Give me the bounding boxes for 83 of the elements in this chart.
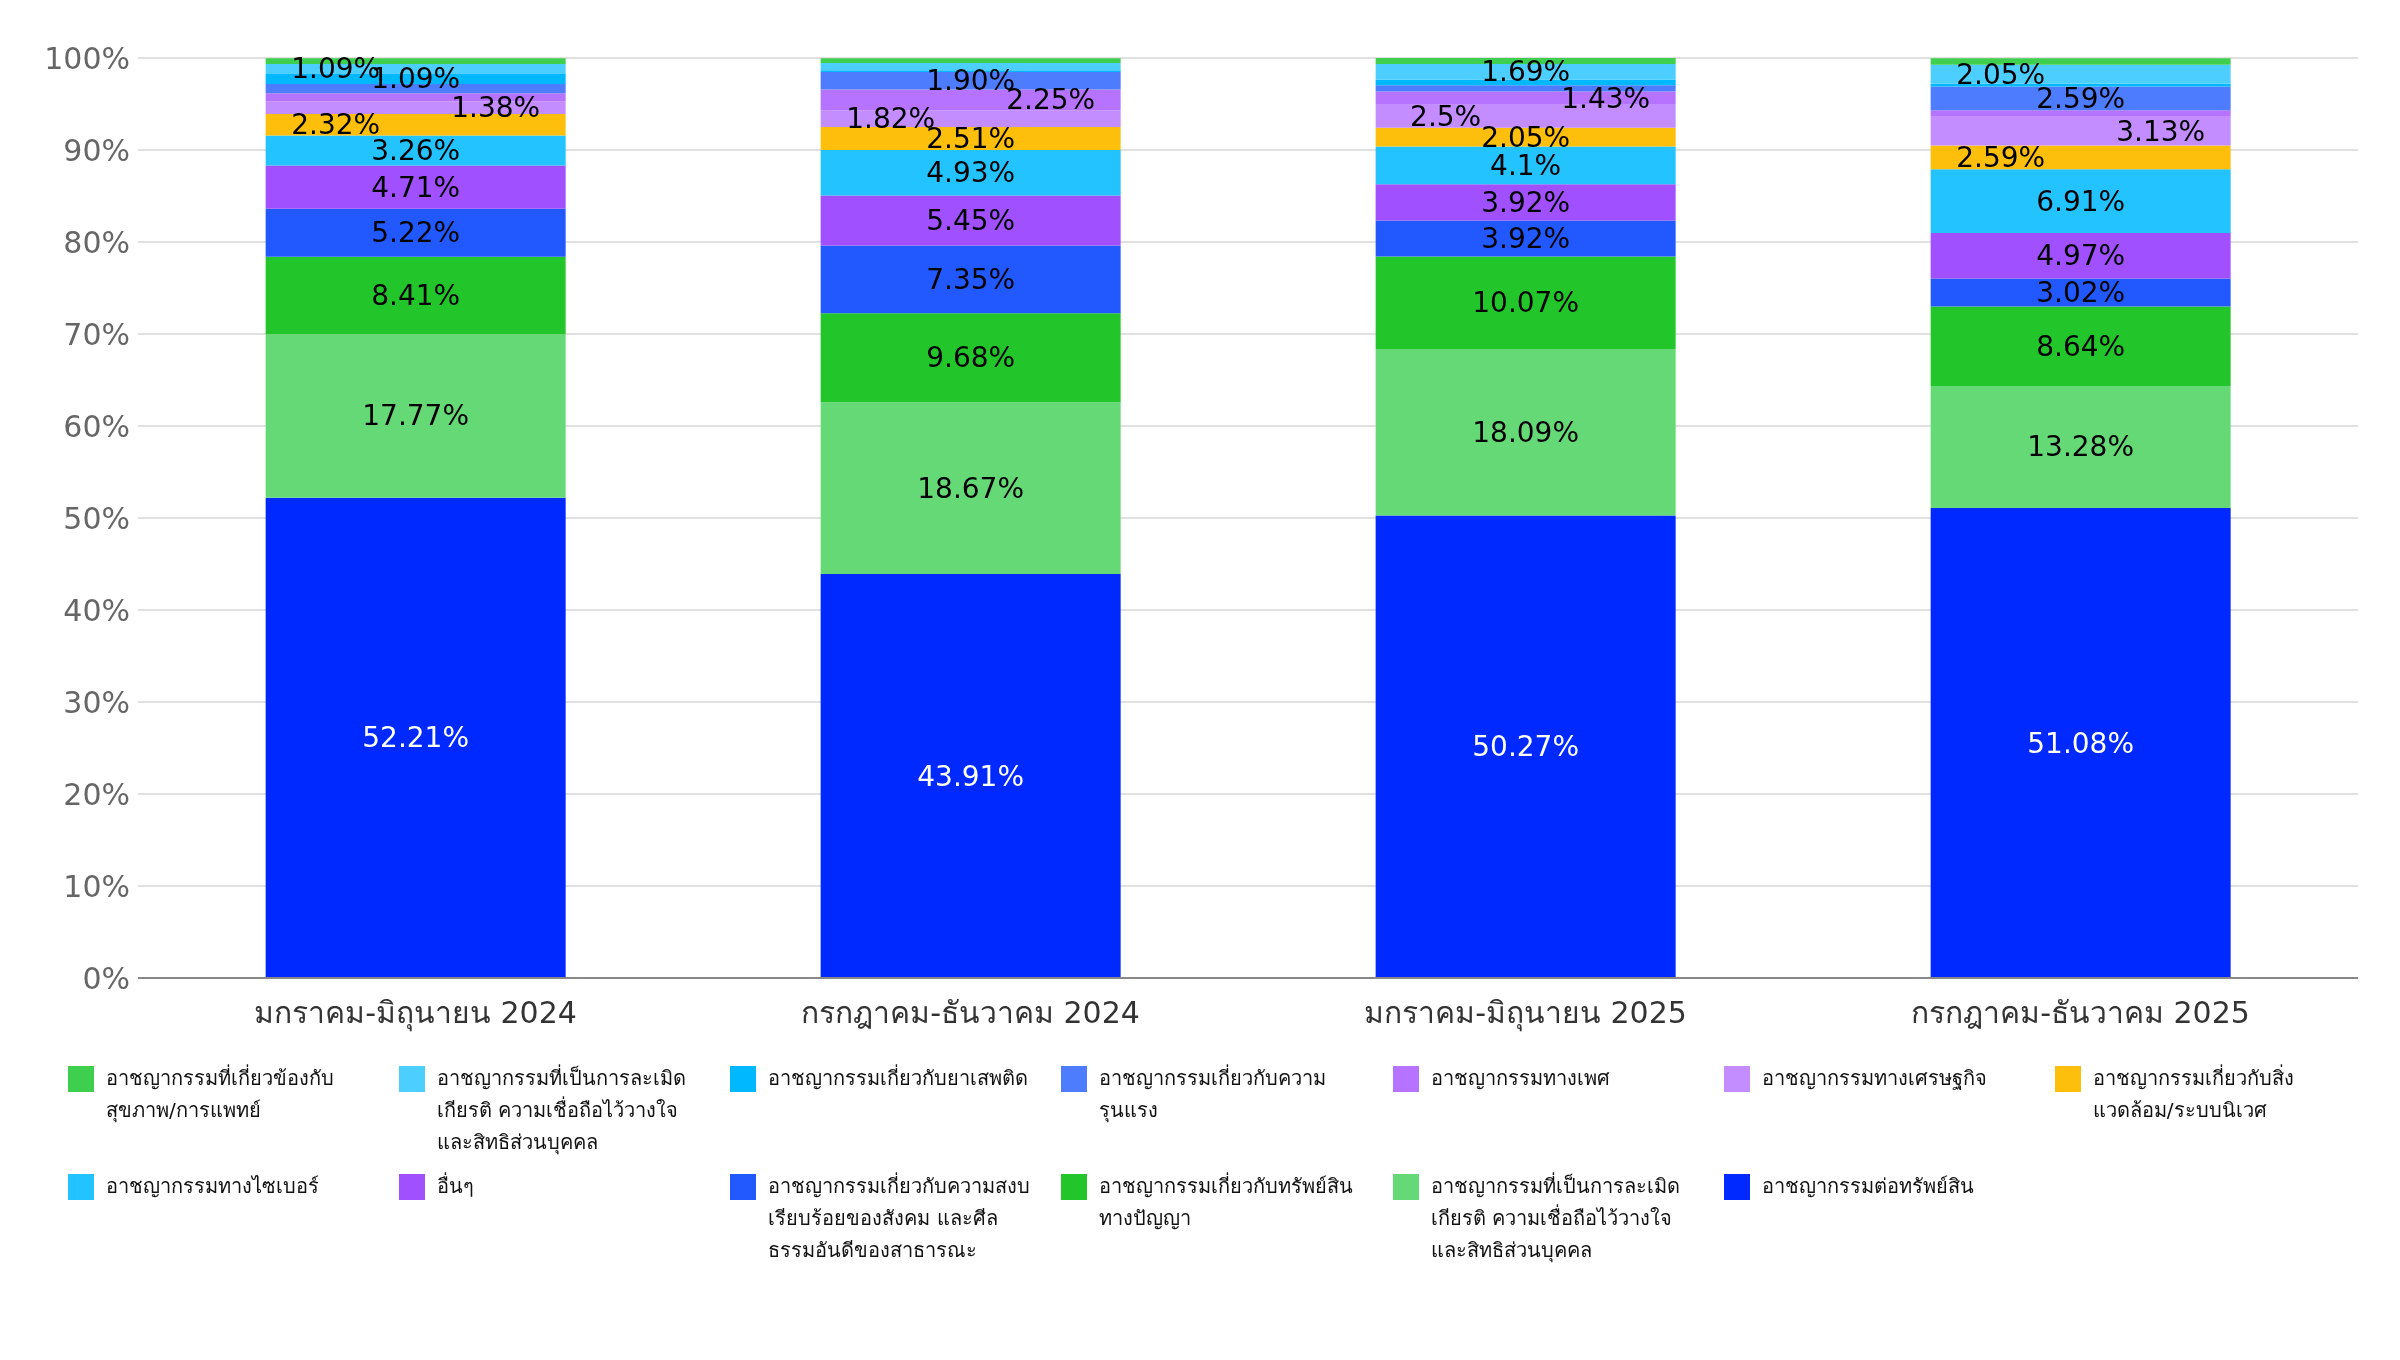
data-label: 51.08% [2027,726,2135,760]
y-tick-label: 30% [63,684,130,720]
data-label: 2.59% [1956,140,2046,174]
data-label: 8.64% [2036,329,2126,363]
data-label: 52.21% [362,721,470,755]
x-tick-label: มกราคม-มิถุนายน 2024 [254,995,577,1033]
legend-label: อาชญากรรมทางเศรษฐกิจ [1761,1065,1987,1092]
y-tick-label: 0% [82,960,130,996]
bar [1930,169,2231,233]
data-label: 18.67% [917,471,1025,505]
data-label: 6.91% [2036,184,2126,218]
data-label: 3.02% [2036,276,2126,310]
bar [1930,145,2231,170]
bar [1375,184,1676,221]
data-label: 4.71% [371,170,461,204]
y-tick-label: 70% [63,316,130,352]
bar [265,165,566,209]
data-label: 1.43% [1561,81,1651,115]
data-label: 43.91% [917,759,1025,793]
bar [1375,146,1676,185]
bar [820,574,1121,978]
bar [1930,110,2231,117]
data-label: 2.5% [1410,99,1482,133]
y-tick-label: 80% [63,224,130,260]
data-label: 13.28% [2027,430,2135,464]
y-tick-label: 40% [63,592,130,628]
legend-label: อาชญากรรมทางไซเบอร์ [106,1173,319,1200]
x-tick-label: มกราคม-มิถุนายน 2025 [1364,995,1687,1033]
data-label: 4.97% [2036,239,2126,273]
bar [820,245,1121,314]
bar [265,256,566,335]
legend-label: อาชญากรรมเกี่ยวกับยาเสพติด [768,1063,1029,1092]
bar [820,58,1121,63]
data-label: 10.07% [1472,286,1580,320]
legend-label: อาชญากรรมเกี่ยวกับความสงบเรียบร้อยของสังคม และศีลธรรมอันดีของสาธารณะ [768,1171,1032,1264]
y-tick-label: 60% [63,408,130,444]
bar [820,313,1121,403]
bar [265,208,566,257]
legend-label: อาชญากรรมที่เกี่ยวข้องกับสุขภาพ/การแพทย์ [106,1063,335,1125]
bar [820,150,1121,196]
legend-label: อาชญากรรมทางเพศ [1430,1065,1610,1092]
y-tick-label: 50% [63,500,130,536]
data-label: 5.45% [926,204,1016,238]
data-label: 8.41% [371,279,461,312]
legend-label: อาชญากรรมเกี่ยวกับทรัพย์สินทางปัญญา [1099,1171,1355,1232]
bar [1930,86,2231,111]
x-tick-label: กรกฎาคม-ธันวาคม 2024 [801,995,1140,1031]
bar [820,195,1121,246]
bar [1930,232,2231,279]
bar [1375,256,1676,350]
bar [1375,349,1676,516]
bar [820,402,1121,575]
data-label: 5.22% [371,216,461,250]
bar [1930,508,2231,978]
data-label: 18.09% [1472,415,1580,449]
y-tick-label: 20% [63,776,130,812]
data-label: 3.13% [2116,114,2206,148]
bar [1375,515,1676,978]
legend-label: อาชญากรรมที่เป็นการละเมิดเกียรติ ความเชื่อถือไว้วางใจ และสิทธิส่วนบุคคล [1430,1171,1681,1265]
data-label: 9.68% [926,341,1016,375]
legend-label: อื่นๆ [437,1171,475,1200]
bar [1375,220,1676,257]
bar [265,334,566,498]
data-label: 4.93% [926,156,1016,190]
bar [1930,306,2231,386]
y-tick-label: 100% [44,40,130,76]
bar [265,135,566,166]
legend-label: อาชญากรรมเกี่ยวกับความรุนแรง [1099,1063,1328,1125]
bar [1930,385,2231,509]
data-label: 3.92% [1481,185,1571,219]
data-label: 17.77% [362,399,470,433]
legend-label: อาชญากรรมที่เป็นการละเมิดเกียรติ ความเชื่อถือไว้วางใจ และสิทธิส่วนบุคคล [437,1063,688,1157]
bar [265,497,566,978]
bar [1930,58,2231,65]
legend-label: อาชญากรรมต่อทรัพย์สิน [1761,1173,1974,1200]
bar [820,62,1121,71]
data-label: 50.27% [1472,730,1580,764]
data-label: 3.92% [1481,221,1571,255]
y-tick-label: 10% [63,868,130,904]
data-label: 7.35% [926,262,1016,296]
legend-label: อาชญากรรมเกี่ยวกับสิ่งแวดล้อม/ระบบนิเวศ [2092,1063,2295,1124]
x-tick-label: กรกฎาคม-ธันวาคม 2025 [1911,995,2250,1031]
y-tick-label: 90% [63,132,130,168]
